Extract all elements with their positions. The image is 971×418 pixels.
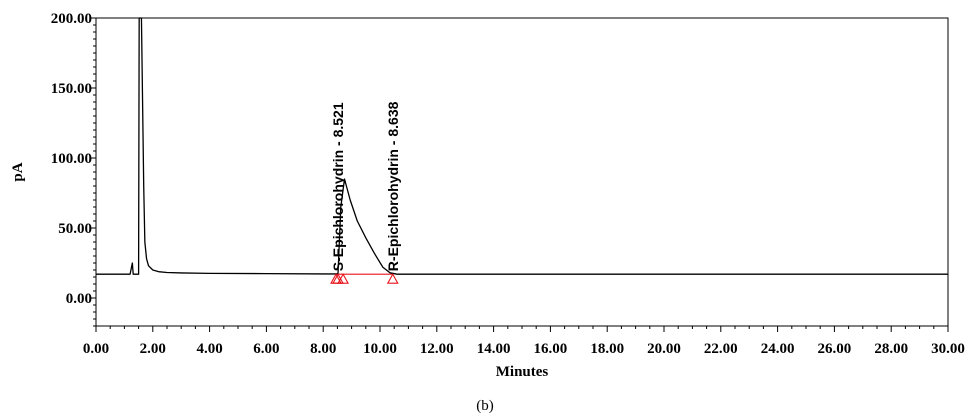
peak-label: R-Epichlorohydrin - 8.638 [385,101,401,271]
peak-markers [330,273,399,284]
signal-line [96,17,948,275]
plot-frame [95,17,949,327]
x-tick-label: 2.00 [140,341,166,357]
x-tick-label: 16.00 [534,341,568,357]
x-tick-label: 28.00 [874,341,908,357]
x-tick-label: 12.00 [420,341,454,357]
y-tick-label: 100.00 [51,151,92,167]
x-tick-label: 24.00 [761,341,795,357]
figure-caption: (b) [476,398,494,414]
x-tick-label: 10.00 [363,341,397,357]
y-axis-ticks: 0.00 50.00 100.00 150.00 200.00 [51,11,96,327]
x-axis-title: Minutes [496,364,549,380]
x-tick-label: 30.00 [931,341,965,357]
y-tick-label: 150.00 [51,81,92,97]
x-tick-label: 0.00 [83,341,109,357]
x-tick-label: 26.00 [818,341,852,357]
y-tick-label: 0.00 [66,291,92,307]
x-tick-label: 8.00 [310,341,336,357]
x-tick-label: 20.00 [647,341,681,357]
signal-trace [96,17,948,275]
x-tick-label: 6.00 [253,341,279,357]
peak-labels: S-Epichlorohydrin - 8.521 R-Epichlorohydr… [330,101,401,271]
x-tick-label: 4.00 [196,341,222,357]
y-tick-label: 50.00 [58,221,92,237]
x-tick-label: 22.00 [704,341,738,357]
peak-marker-triangle [332,273,344,284]
peak-marker-triangle [386,273,399,284]
y-tick-label: 200.00 [51,11,92,27]
peak-label: S-Epichlorohydrin - 8.521 [330,102,346,271]
y-axis-title: pA [10,162,26,181]
x-axis-ticks: 0.00 2.00 4.00 6.00 8.00 10.00 12.00 14.00 16.00… [83,326,965,357]
x-tick-label: 18.00 [590,341,624,357]
peak-marker-triangle [337,273,350,284]
x-tick-label: 14.00 [477,341,511,357]
